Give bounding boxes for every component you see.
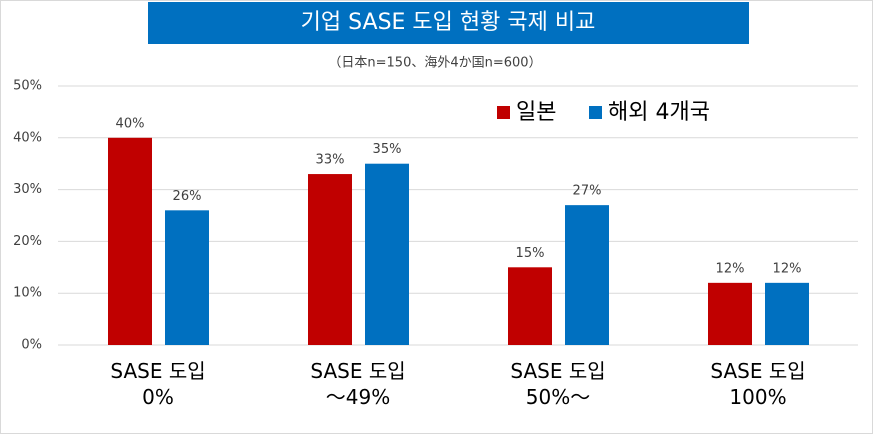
title-banner [148,2,749,44]
x-tick-label: SASE 도입 ～49% [310,359,406,409]
value-label: 35% [373,142,402,157]
value-label: 12% [773,261,802,276]
y-tick-label: 50% [13,79,42,94]
value-label: 26% [173,189,202,204]
value-label: 27% [573,184,602,199]
x-tick-label: SASE 도입 0% [110,359,206,409]
legend-label: 해외 4개국 [608,100,710,125]
bar [308,174,352,345]
y-tick-label: 40% [13,130,42,145]
bar [365,163,409,345]
value-label: 15% [516,246,545,261]
chart-title: 기업 SASE 도입 현황 국제 비교 [301,10,596,35]
legend-swatch [589,106,602,119]
chart-subtitle: （日本n=150、海外4か国n=600） [328,56,541,71]
legend-label: 일본 [516,100,556,125]
y-tick-label: 30% [13,182,42,197]
y-tick-label: 20% [13,234,42,249]
bar [565,205,609,345]
legend-swatch [497,106,510,119]
bar [708,282,752,345]
bar [508,267,552,345]
y-tick-label: 0% [21,338,42,353]
value-label: 40% [116,116,145,131]
value-label: 33% [316,153,345,168]
x-tick-label: SASE 도입 100% [710,359,806,409]
bar [108,137,152,345]
bar [165,210,209,345]
value-label: 12% [716,261,745,276]
bar [765,282,809,345]
x-tick-label: SASE 도입 50%～ [510,359,606,409]
y-tick-label: 10% [13,286,42,301]
